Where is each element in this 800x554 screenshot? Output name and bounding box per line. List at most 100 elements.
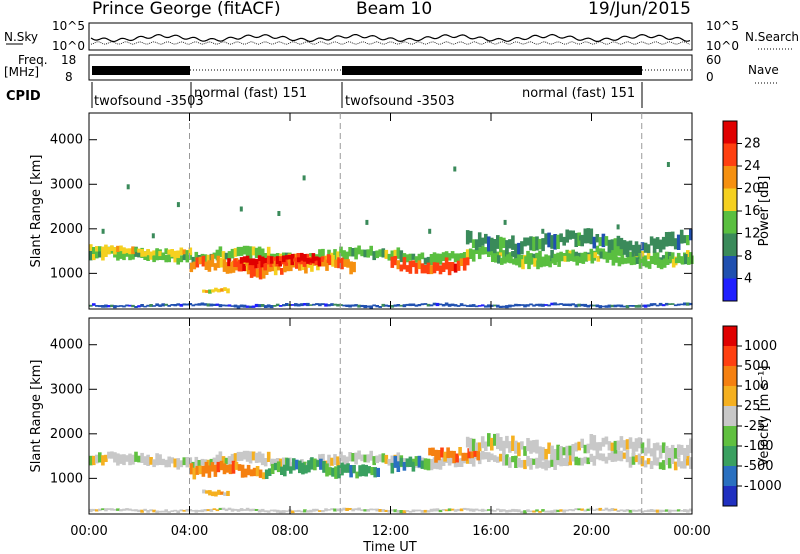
power-cell xyxy=(619,237,624,250)
velocity-cell xyxy=(405,458,410,467)
power-cell xyxy=(230,248,235,259)
velocity-cell xyxy=(273,462,278,471)
power-cell xyxy=(444,251,449,258)
power-cell xyxy=(191,256,196,264)
power-cell xyxy=(128,248,132,255)
velocity-cell xyxy=(405,510,410,512)
velocity-cell xyxy=(239,451,244,461)
power-cell xyxy=(104,304,108,308)
velocity-cell xyxy=(269,458,274,467)
power-cell xyxy=(269,256,274,264)
velocity-cell xyxy=(113,452,117,463)
freq-label: Freq. xyxy=(18,53,48,67)
power-cell xyxy=(477,232,482,248)
power-cell xyxy=(323,259,328,267)
velocity-cell xyxy=(134,509,138,512)
velocity-cell xyxy=(189,463,194,475)
velocity-cell xyxy=(547,442,551,454)
power-cell xyxy=(453,304,458,307)
velocity-cell xyxy=(601,453,606,462)
velocity-cell xyxy=(583,509,588,512)
power-cell xyxy=(119,305,123,307)
power-cell xyxy=(158,304,162,307)
velocity-cell xyxy=(610,442,615,451)
velocity-cell xyxy=(595,442,600,455)
velocity-cell xyxy=(318,510,322,512)
velocity-cell xyxy=(529,440,533,454)
power-cell xyxy=(143,251,147,257)
power-colorbar-swatch xyxy=(723,233,737,257)
velocity-cell xyxy=(449,450,453,458)
power-cell xyxy=(450,251,455,259)
velocity-cell xyxy=(423,458,428,470)
velocity-cell xyxy=(185,509,190,512)
velocity-cell xyxy=(286,458,290,471)
velocity-cell xyxy=(327,509,331,511)
power-cell xyxy=(214,287,218,292)
power-cell xyxy=(514,250,518,263)
power-cell xyxy=(125,304,129,307)
velocity-cell xyxy=(218,451,223,462)
power-cell xyxy=(601,305,606,308)
velocity-cell xyxy=(429,459,434,471)
velocity-cell xyxy=(257,451,262,463)
velocity-cell xyxy=(544,448,548,460)
velocity-cell xyxy=(182,457,187,466)
power-cell xyxy=(137,250,141,258)
power-cell xyxy=(288,255,292,260)
velocity-cell xyxy=(462,507,467,510)
power-cell xyxy=(242,256,247,263)
velocity-cell xyxy=(490,453,494,461)
power-cell xyxy=(652,303,657,306)
power-cell xyxy=(98,247,102,258)
power-cell xyxy=(536,260,540,270)
power-cell xyxy=(447,261,452,276)
power-scatter-point xyxy=(453,166,457,172)
velocity-cell xyxy=(158,454,162,465)
velocity-cell xyxy=(221,456,226,465)
power-cell xyxy=(294,303,298,307)
power-cell xyxy=(646,253,651,260)
velocity-cell xyxy=(270,463,275,474)
power-cell xyxy=(89,244,93,251)
velocity-cell xyxy=(227,456,232,466)
velocity-cell xyxy=(192,467,197,480)
velocity-cell xyxy=(381,509,386,512)
power-cell xyxy=(194,303,199,306)
power-cell xyxy=(649,303,654,307)
velocity-cell xyxy=(369,508,373,511)
power-cell xyxy=(248,263,252,271)
power-cell xyxy=(242,245,247,255)
velocity-cell xyxy=(568,509,572,511)
power-cell xyxy=(462,257,467,271)
velocity-cell xyxy=(673,461,678,471)
velocity-cell xyxy=(550,454,554,467)
velocity-cell xyxy=(471,438,476,451)
power-cell xyxy=(680,258,685,265)
power-cell xyxy=(574,232,578,247)
power-cell xyxy=(575,255,579,266)
power-cell xyxy=(230,305,235,307)
velocity-cell xyxy=(402,510,407,514)
power-cell xyxy=(571,230,575,239)
power-cell xyxy=(557,258,561,267)
power-ylabel: Slant Range [km] xyxy=(29,155,44,268)
velocity-colorbar-swatch xyxy=(723,406,737,427)
power-cell xyxy=(251,258,256,266)
power-cell xyxy=(496,251,500,258)
velocity-colorbar-swatch xyxy=(723,346,737,367)
velocity-colorbar-tick: 1000 xyxy=(744,339,777,354)
power-cell xyxy=(623,257,628,264)
velocity-cell xyxy=(357,450,361,460)
velocity-cell xyxy=(243,468,248,478)
velocity-cell xyxy=(628,456,633,468)
power-cell xyxy=(324,303,328,307)
power-cell xyxy=(580,303,584,307)
power-cell xyxy=(444,302,449,306)
velocity-cell xyxy=(146,510,150,513)
velocity-cell xyxy=(447,458,452,466)
power-cell xyxy=(251,263,255,271)
power-cell xyxy=(616,304,621,307)
velocity-cell xyxy=(315,508,319,512)
velocity-cell xyxy=(358,465,362,477)
